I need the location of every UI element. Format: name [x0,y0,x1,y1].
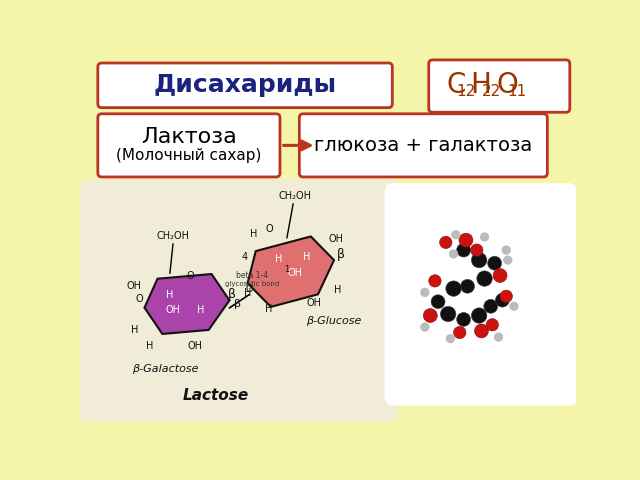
Text: H: H [166,290,173,300]
Circle shape [440,236,452,249]
Text: β: β [234,299,241,309]
Circle shape [457,312,470,326]
Circle shape [423,309,437,323]
Circle shape [500,290,513,302]
Text: 22: 22 [482,84,502,99]
Text: H: H [197,305,205,315]
Circle shape [451,230,461,240]
FancyBboxPatch shape [98,63,392,108]
Text: 11: 11 [507,84,526,99]
Circle shape [493,269,507,282]
Text: 1: 1 [284,265,289,275]
Text: OH: OH [187,341,202,351]
Text: H: H [131,325,138,335]
Circle shape [457,243,470,257]
Text: O: O [496,71,518,98]
Circle shape [440,306,456,322]
FancyBboxPatch shape [98,114,280,177]
Text: H: H [250,229,257,239]
Circle shape [488,256,502,270]
Circle shape [486,319,499,331]
FancyBboxPatch shape [80,58,576,427]
Text: CH₂OH: CH₂OH [278,191,311,201]
Circle shape [480,232,489,241]
Circle shape [474,324,488,338]
Text: H: H [266,304,273,314]
Circle shape [495,293,509,307]
Text: O: O [245,284,253,294]
Text: CH₂OH: CH₂OH [157,231,189,241]
Circle shape [429,275,441,287]
Text: O: O [186,271,194,281]
Circle shape [503,255,513,265]
Text: OH: OH [328,234,343,244]
FancyArrowPatch shape [284,141,310,150]
Circle shape [477,271,492,286]
Circle shape [502,245,511,255]
Circle shape [461,279,474,293]
Text: β: β [337,248,345,261]
Text: β-Glucose: β-Glucose [306,316,361,326]
Text: H: H [470,71,491,98]
Text: глюкоза + галактоза: глюкоза + галактоза [314,136,532,155]
Text: C: C [447,71,466,98]
Text: beta 1-4: beta 1-4 [236,271,268,280]
Text: glycosidic bond: glycosidic bond [225,280,279,287]
Text: OH: OH [307,298,321,308]
Circle shape [484,300,498,313]
Circle shape [470,244,483,256]
Text: H: H [146,341,154,351]
FancyBboxPatch shape [385,183,577,406]
FancyBboxPatch shape [80,179,397,422]
Text: Лактоза: Лактоза [141,127,237,147]
Circle shape [472,308,487,323]
Circle shape [509,302,518,311]
Text: 12: 12 [457,84,476,99]
Polygon shape [145,274,229,334]
Text: H: H [333,285,341,295]
Circle shape [454,326,466,339]
Text: (Молочный сахар): (Молочный сахар) [116,148,262,163]
Text: Lactose: Lactose [182,388,249,403]
Text: H: H [275,254,283,264]
Text: OH: OH [287,267,302,277]
Circle shape [449,249,458,259]
Circle shape [431,295,445,309]
Text: β-Galactose: β-Galactose [132,364,198,374]
Text: H: H [303,252,310,262]
Circle shape [420,323,429,332]
Text: O: O [135,294,143,304]
FancyBboxPatch shape [429,60,570,112]
Circle shape [420,288,429,297]
Text: OH: OH [127,281,141,290]
Circle shape [494,333,503,342]
Text: O: O [266,224,273,234]
Circle shape [446,334,455,343]
Text: 4: 4 [241,252,248,262]
Circle shape [446,281,461,296]
Polygon shape [248,237,334,307]
Circle shape [472,252,487,268]
Text: β: β [228,288,236,301]
Text: Дисахариды: Дисахариды [154,73,337,97]
FancyBboxPatch shape [300,114,547,177]
Circle shape [459,233,473,247]
Text: OH: OH [166,305,180,315]
Text: H: H [244,288,252,298]
